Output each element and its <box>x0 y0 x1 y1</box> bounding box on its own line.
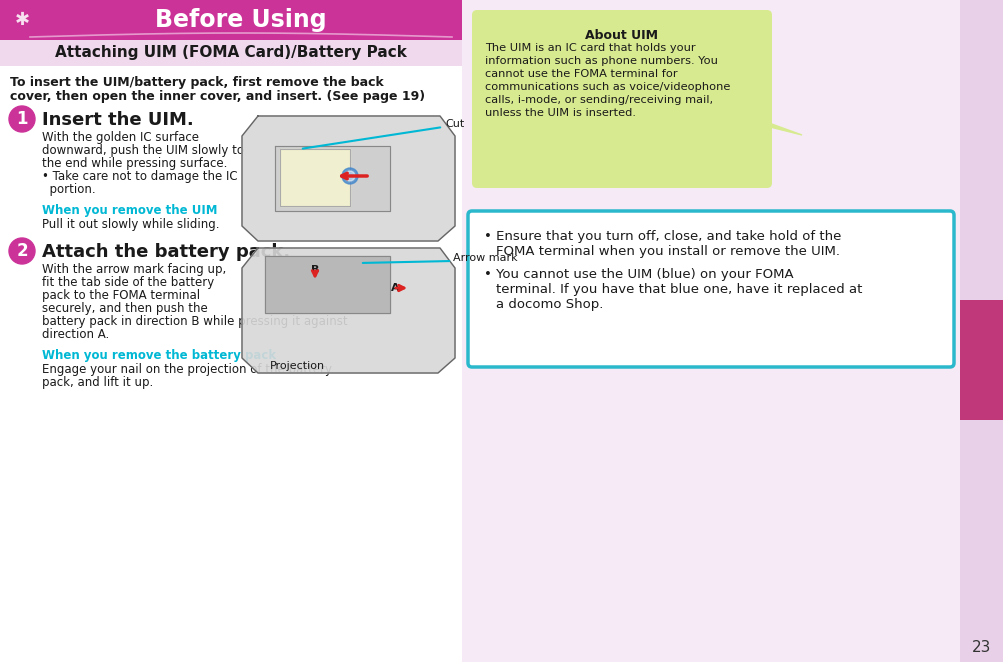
Polygon shape <box>275 146 389 211</box>
Bar <box>959 300 1003 420</box>
Text: Insert the UIM.: Insert the UIM. <box>42 111 194 129</box>
Text: cannot use the FOMA terminal for: cannot use the FOMA terminal for <box>484 69 677 79</box>
FancyBboxPatch shape <box>471 10 771 188</box>
Text: securely, and then push the: securely, and then push the <box>42 302 208 315</box>
Polygon shape <box>280 149 350 206</box>
Bar <box>461 0 959 662</box>
FancyBboxPatch shape <box>467 211 953 367</box>
Text: Attaching UIM (FOMA Card)/Battery Pack: Attaching UIM (FOMA Card)/Battery Pack <box>55 46 406 60</box>
Text: Arrow mark: Arrow mark <box>452 253 518 263</box>
Text: a docomo Shop.: a docomo Shop. <box>495 298 603 311</box>
Text: About UIM: About UIM <box>585 29 658 42</box>
Text: direction A.: direction A. <box>42 328 109 341</box>
Text: With the arrow mark facing up,: With the arrow mark facing up, <box>42 263 226 276</box>
Circle shape <box>9 238 35 264</box>
Text: portion.: portion. <box>42 183 95 196</box>
Text: Attach the battery pack.: Attach the battery pack. <box>42 243 290 261</box>
Text: FOMA terminal when you install or remove the UIM.: FOMA terminal when you install or remove… <box>495 245 840 258</box>
Text: When you remove the battery pack: When you remove the battery pack <box>42 349 276 362</box>
Text: Before Using: Before Using <box>155 8 327 32</box>
Circle shape <box>9 106 35 132</box>
Text: information such as phone numbers. You: information such as phone numbers. You <box>484 56 717 66</box>
Text: the end while pressing surface.: the end while pressing surface. <box>42 157 227 170</box>
Text: With the golden IC surface: With the golden IC surface <box>42 131 199 144</box>
Text: terminal. If you have that blue one, have it replaced at: terminal. If you have that blue one, hav… <box>495 283 862 296</box>
Text: calls, i-mode, or sending/receiving mail,: calls, i-mode, or sending/receiving mail… <box>484 95 712 105</box>
Polygon shape <box>242 116 454 241</box>
Text: Basic Operation: Basic Operation <box>975 307 988 412</box>
Text: 2: 2 <box>16 242 28 260</box>
Text: fit the tab side of the battery: fit the tab side of the battery <box>42 276 214 289</box>
Text: • You cannot use the UIM (blue) on your FOMA: • You cannot use the UIM (blue) on your … <box>483 268 792 281</box>
Text: 23: 23 <box>971 641 991 655</box>
Text: To insert the UIM/battery pack, first remove the back: To insert the UIM/battery pack, first re… <box>10 76 383 89</box>
Text: ✱: ✱ <box>14 11 29 29</box>
Text: • Ensure that you turn off, close, and take hold of the: • Ensure that you turn off, close, and t… <box>483 230 841 243</box>
Circle shape <box>342 168 358 184</box>
Text: Engage your nail on the projection of the battery: Engage your nail on the projection of th… <box>42 363 332 376</box>
Text: Cut: Cut <box>444 119 463 129</box>
Bar <box>0 0 461 662</box>
Text: The UIM is an IC card that holds your: The UIM is an IC card that holds your <box>484 43 695 53</box>
Text: 1: 1 <box>16 110 28 128</box>
Text: pack to the FOMA terminal: pack to the FOMA terminal <box>42 289 200 302</box>
Polygon shape <box>242 248 454 373</box>
Text: communications such as voice/videophone: communications such as voice/videophone <box>484 82 729 92</box>
Text: unless the UIM is inserted.: unless the UIM is inserted. <box>484 108 635 118</box>
Polygon shape <box>265 256 389 313</box>
Text: B: B <box>311 265 319 275</box>
Bar <box>959 0 1003 662</box>
Polygon shape <box>746 115 801 135</box>
Text: pack, and lift it up.: pack, and lift it up. <box>42 376 153 389</box>
Text: When you remove the UIM: When you remove the UIM <box>42 204 218 217</box>
Text: Projection: Projection <box>270 361 325 371</box>
Text: cover, then open the inner cover, and insert. (See page 19): cover, then open the inner cover, and in… <box>10 90 424 103</box>
Circle shape <box>345 171 355 181</box>
Text: downward, push the UIM slowly to: downward, push the UIM slowly to <box>42 144 244 157</box>
Bar <box>0 40 461 66</box>
Text: • Take care not to damage the IC: • Take care not to damage the IC <box>42 170 238 183</box>
Text: battery pack in direction B while pressing it against: battery pack in direction B while pressi… <box>42 315 347 328</box>
Bar <box>0 0 461 40</box>
Text: Pull it out slowly while sliding.: Pull it out slowly while sliding. <box>42 218 220 231</box>
Text: A: A <box>390 283 399 293</box>
